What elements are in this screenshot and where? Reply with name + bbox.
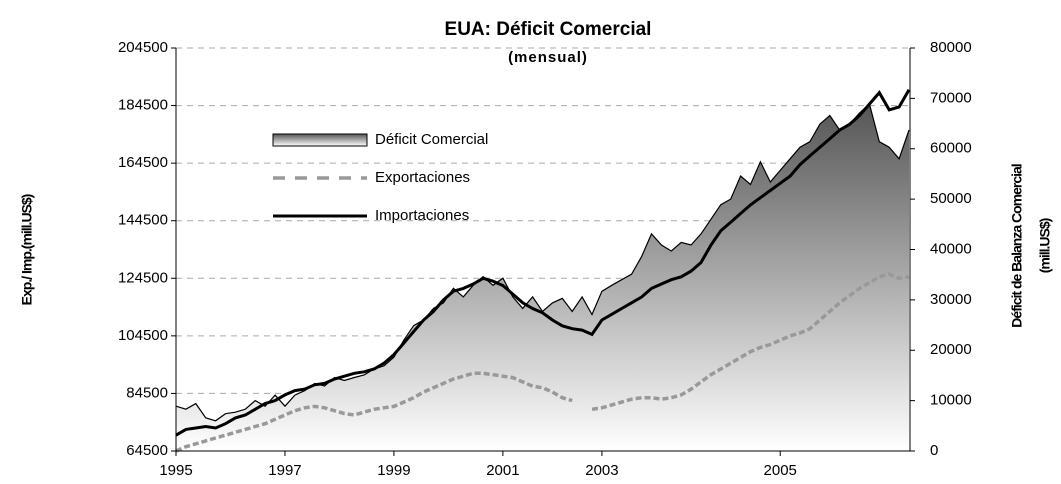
legend-label: Déficit Comercial (375, 131, 488, 148)
y2-tick-label: 20000 (930, 341, 972, 358)
imports-line (175, 88, 911, 437)
y-tick-label: 124500 (118, 269, 168, 286)
y2-axis-label: Déficit de Balanza Comercial (1009, 164, 1025, 328)
chart-subtitle: (mensual) (508, 49, 588, 66)
y-tick-label: 204500 (118, 39, 168, 56)
deficit-area (176, 103, 909, 452)
legend-label: Importaciones (375, 207, 469, 224)
x-tick-label: 2003 (585, 462, 618, 479)
y-tick-label: 144500 (118, 212, 168, 229)
y2-tick-label: 70000 (930, 89, 972, 106)
y-tick-label: 104500 (118, 327, 168, 344)
y2-axis-label: (mill.US$) (1037, 218, 1053, 273)
y2-tick-label: 80000 (930, 39, 972, 56)
x-tick-label: 2001 (486, 462, 519, 479)
y-axis-label: Exp./ Imp.(mill.US$) (19, 194, 35, 305)
x-tick-label: 1995 (159, 462, 192, 479)
y-tick-label: 184500 (118, 97, 168, 114)
chart-title: EUA: Déficit Comercial (445, 19, 652, 40)
x-tick-label: 1999 (377, 462, 410, 479)
y2-tick-label: 50000 (930, 190, 972, 207)
legend-swatch (272, 133, 368, 147)
y2-tick-label: 60000 (930, 140, 972, 157)
x-tick-label: 1997 (268, 462, 301, 479)
y2-tick-label: 40000 (930, 240, 972, 257)
y2-tick-label: 0 (930, 442, 938, 459)
legend-label: Exportaciones (375, 169, 470, 186)
y2-tick-label: 30000 (930, 291, 972, 308)
exports-line (591, 272, 910, 412)
exports-line (175, 371, 573, 453)
y-tick-label: 164500 (118, 154, 168, 171)
y2-tick-label: 10000 (930, 392, 972, 409)
y-tick-label: 84500 (126, 384, 168, 401)
x-tick-label: 2005 (764, 462, 797, 479)
y-tick-label: 64500 (126, 442, 168, 459)
